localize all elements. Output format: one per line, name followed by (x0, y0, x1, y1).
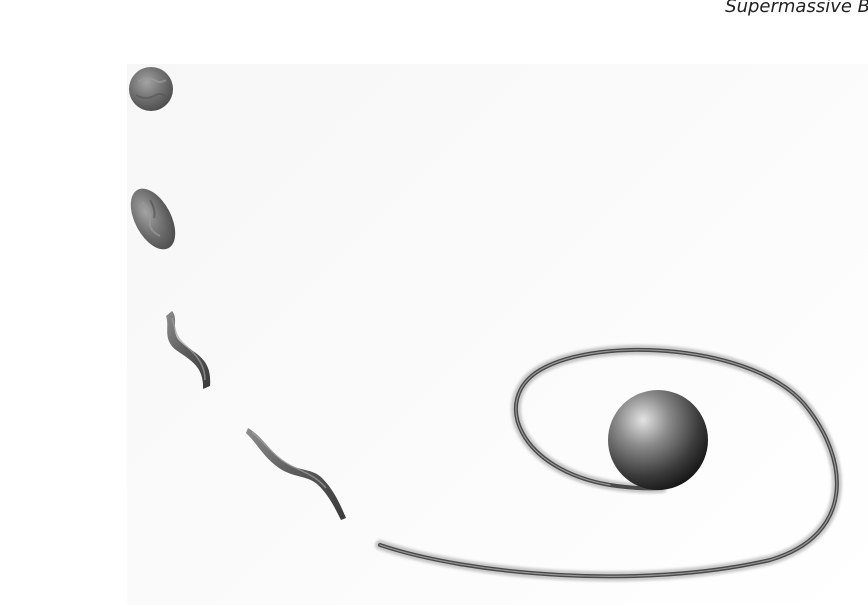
star-stage-3 (166, 311, 211, 389)
star-stage-2 (130, 188, 176, 250)
debris-orbit-stream (375, 344, 842, 582)
star-stage-1 (129, 67, 173, 111)
figure-background (127, 64, 868, 605)
running-header-title: Supermassive B (725, 0, 868, 17)
star-stage-4 (246, 428, 346, 520)
black-hole-sphere (608, 390, 708, 490)
